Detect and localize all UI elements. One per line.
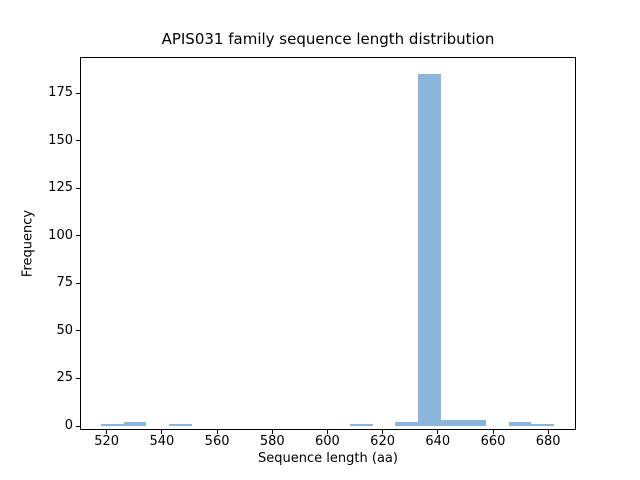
x-tick-label: 600 xyxy=(314,434,340,449)
plot-area xyxy=(80,57,576,430)
histogram-bar xyxy=(463,420,486,426)
x-axis-tick xyxy=(492,430,494,434)
x-axis-tick xyxy=(326,430,328,434)
x-tick-label: 620 xyxy=(370,434,395,449)
y-tick-label: 125 xyxy=(48,180,73,196)
x-tick-label: 580 xyxy=(259,434,285,449)
histogram-bar xyxy=(169,424,192,426)
x-axis-tick xyxy=(437,430,439,434)
x-axis-tick xyxy=(271,430,273,434)
y-tick-label: 175 xyxy=(48,85,73,100)
y-axis-tick xyxy=(76,425,80,427)
y-axis-tick xyxy=(76,377,80,379)
x-tick-label: 520 xyxy=(94,434,120,449)
x-tick-label: 640 xyxy=(425,434,451,449)
x-tick-label: 560 xyxy=(204,434,230,449)
y-axis-label: Frequency xyxy=(20,209,36,278)
x-tick-label: 660 xyxy=(480,434,506,449)
x-axis-tick xyxy=(216,430,218,434)
chart-title: APIS031 family sequence length distribut… xyxy=(161,30,495,48)
y-tick-label: 50 xyxy=(56,322,73,338)
histogram-bar xyxy=(418,74,441,426)
y-axis-tick xyxy=(76,235,80,237)
x-tick-label: 540 xyxy=(149,434,175,449)
histogram-bar xyxy=(395,422,418,426)
y-tick-label: 75 xyxy=(56,275,73,291)
y-tick-label: 150 xyxy=(48,132,73,148)
y-axis-tick xyxy=(76,282,80,284)
histogram-bar xyxy=(123,422,147,426)
y-tick-label: 0 xyxy=(64,418,73,433)
histogram-bar xyxy=(531,424,554,426)
x-tick-label: 680 xyxy=(535,434,561,449)
y-axis-tick xyxy=(76,140,80,142)
y-axis-tick xyxy=(76,92,80,94)
histogram-bar xyxy=(350,424,373,426)
x-axis-label: Sequence length (aa) xyxy=(258,451,398,466)
x-axis-tick xyxy=(161,430,163,434)
histogram-bar xyxy=(508,422,532,426)
x-axis-tick xyxy=(547,430,549,434)
y-axis-tick xyxy=(76,330,80,332)
y-tick-label: 25 xyxy=(56,370,73,386)
y-axis-tick xyxy=(76,187,80,189)
histogram-bar xyxy=(440,420,464,426)
histogram-bar xyxy=(101,424,124,426)
x-axis-tick xyxy=(106,430,108,434)
y-tick-label: 100 xyxy=(48,227,73,243)
x-axis-tick xyxy=(382,430,384,434)
